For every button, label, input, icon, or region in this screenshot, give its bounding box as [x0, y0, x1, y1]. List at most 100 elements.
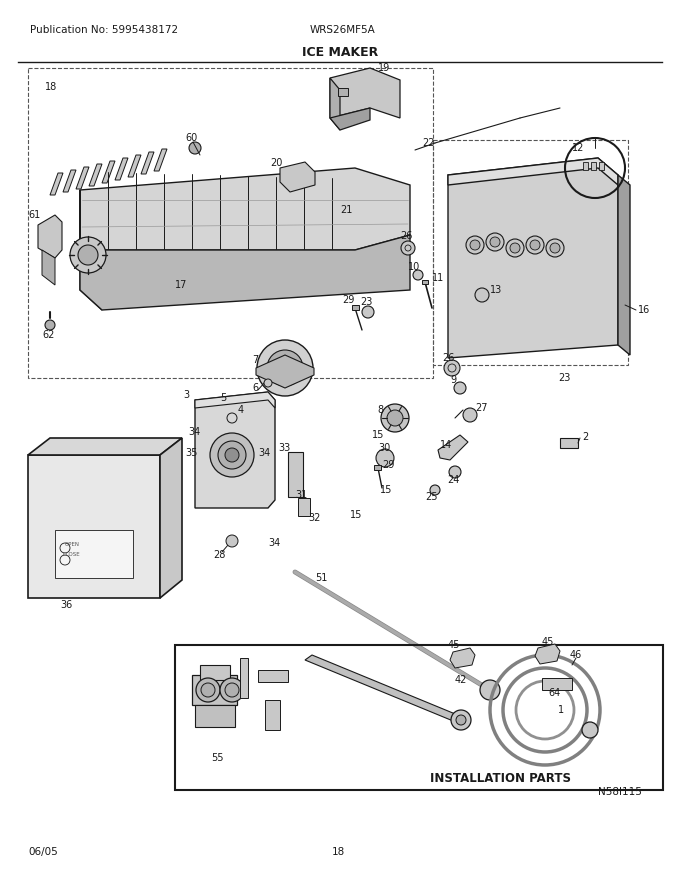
Text: 26: 26 [442, 353, 454, 363]
Text: 9: 9 [450, 375, 456, 385]
Circle shape [451, 710, 471, 730]
Circle shape [490, 237, 500, 247]
Circle shape [78, 245, 98, 265]
Bar [55, 530, 133, 578]
Bar [433, 140, 628, 365]
Bar [374, 465, 381, 470]
Circle shape [475, 288, 489, 302]
Circle shape [550, 243, 560, 253]
Bar [298, 498, 310, 516]
Bar [265, 700, 280, 730]
Polygon shape [330, 78, 340, 130]
Circle shape [225, 448, 239, 462]
Text: 42: 42 [455, 675, 467, 685]
Text: 36: 36 [60, 600, 72, 610]
Polygon shape [195, 392, 275, 508]
Text: 06/05: 06/05 [28, 847, 58, 857]
Circle shape [444, 360, 460, 376]
Polygon shape [80, 235, 410, 310]
Circle shape [220, 678, 244, 702]
Circle shape [449, 466, 461, 478]
Circle shape [401, 241, 415, 255]
Text: 29: 29 [382, 460, 394, 470]
Bar [288, 452, 303, 497]
Polygon shape [28, 438, 182, 455]
Circle shape [267, 350, 303, 386]
Polygon shape [141, 152, 154, 174]
Polygon shape [50, 173, 63, 195]
Bar [542, 678, 572, 690]
Text: 17: 17 [175, 280, 188, 290]
Text: 10: 10 [408, 262, 420, 272]
Circle shape [470, 240, 480, 250]
Text: 62: 62 [42, 330, 54, 340]
Text: 11: 11 [432, 273, 444, 283]
Text: 35: 35 [185, 448, 197, 458]
Circle shape [257, 340, 313, 396]
Polygon shape [535, 644, 560, 664]
Circle shape [45, 320, 55, 330]
Text: 45: 45 [448, 640, 460, 650]
Text: 21: 21 [340, 205, 352, 215]
Text: 45: 45 [542, 637, 554, 647]
Bar [175, 645, 663, 790]
Polygon shape [195, 392, 275, 408]
Polygon shape [450, 648, 475, 668]
Circle shape [466, 236, 484, 254]
Circle shape [526, 236, 544, 254]
Text: 34: 34 [188, 427, 200, 437]
Polygon shape [38, 215, 62, 258]
Text: 29: 29 [342, 295, 354, 305]
Polygon shape [305, 655, 465, 723]
Text: OPEN: OPEN [65, 542, 80, 547]
Text: 30: 30 [378, 443, 390, 453]
Circle shape [201, 683, 215, 697]
Text: INSTALLATION PARTS: INSTALLATION PARTS [430, 772, 571, 784]
Text: 20: 20 [270, 158, 282, 168]
Text: 12: 12 [572, 143, 584, 153]
Circle shape [226, 535, 238, 547]
Circle shape [362, 306, 374, 318]
Circle shape [530, 240, 540, 250]
Circle shape [381, 404, 409, 432]
Text: 60: 60 [185, 133, 197, 143]
Bar [240, 658, 248, 698]
Polygon shape [115, 158, 128, 180]
Circle shape [454, 382, 466, 394]
Circle shape [70, 237, 106, 273]
Text: 51: 51 [315, 573, 327, 583]
Circle shape [413, 270, 423, 280]
Circle shape [546, 239, 564, 257]
Polygon shape [256, 355, 314, 388]
Circle shape [189, 142, 201, 154]
Text: 18: 18 [45, 82, 57, 92]
Bar [258, 670, 288, 682]
Text: 25: 25 [425, 492, 437, 502]
Text: 23: 23 [558, 373, 571, 383]
Text: 26: 26 [400, 231, 412, 241]
Bar [591, 162, 596, 170]
Circle shape [456, 715, 466, 725]
Circle shape [277, 360, 293, 376]
Bar [338, 88, 348, 96]
Circle shape [506, 239, 524, 257]
Bar [599, 162, 604, 170]
Text: 22: 22 [422, 138, 435, 148]
Circle shape [196, 678, 220, 702]
Text: 24: 24 [447, 475, 460, 485]
Text: 31: 31 [295, 490, 307, 500]
Circle shape [225, 683, 239, 697]
Bar [352, 305, 359, 310]
Polygon shape [63, 170, 76, 192]
Bar [422, 280, 428, 284]
Bar [195, 705, 235, 727]
Text: 3: 3 [183, 390, 189, 400]
Text: 15: 15 [372, 430, 384, 440]
Polygon shape [330, 108, 370, 130]
Polygon shape [128, 155, 141, 177]
Bar [560, 438, 578, 448]
Circle shape [463, 408, 477, 422]
Circle shape [486, 233, 504, 251]
Polygon shape [102, 161, 115, 183]
Text: 18: 18 [331, 847, 345, 857]
